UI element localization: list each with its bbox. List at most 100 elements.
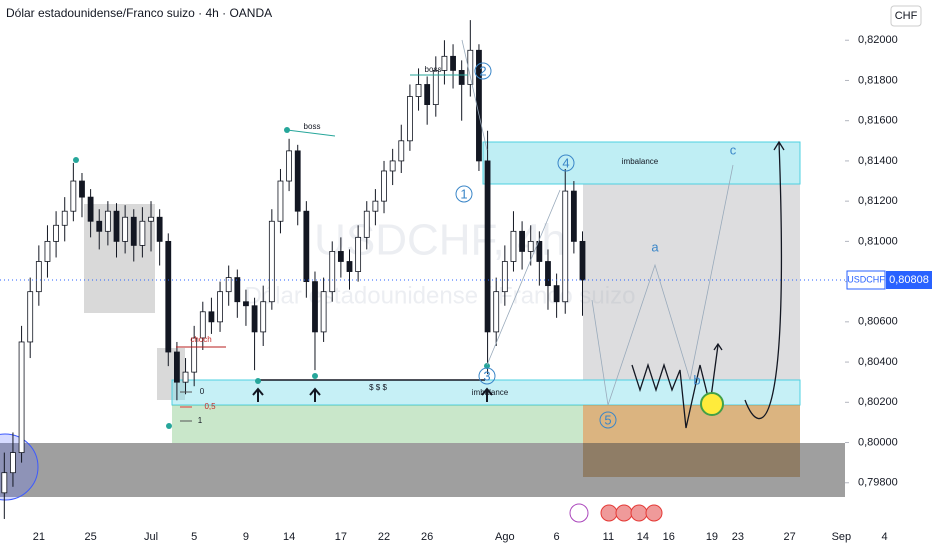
annotation: 1: [198, 416, 203, 425]
zone: [172, 405, 583, 443]
x-tick-label: Jul: [144, 531, 158, 543]
y-tick-label: 0,80600: [858, 316, 898, 328]
candle-body: [493, 291, 500, 333]
annotation: imbalance: [472, 388, 509, 397]
y-tick-label: 0,79800: [858, 477, 898, 489]
boss-line: [286, 129, 336, 137]
candle-body: [61, 210, 68, 226]
candle-body: [191, 337, 198, 373]
candle-body: [208, 311, 215, 323]
x-tick-label: 26: [421, 531, 433, 543]
candle-body: [372, 200, 379, 212]
dot: [255, 378, 261, 384]
candle-body: [407, 96, 413, 142]
symbol-tag: [846, 270, 886, 290]
candle-body: [156, 216, 163, 242]
y-tick-label: 0,82000: [858, 34, 898, 46]
highlight-circle: [0, 433, 39, 501]
candle-body: [182, 371, 189, 383]
y-tick-label: 0,80400: [858, 356, 898, 368]
annotation: 1: [460, 186, 467, 201]
x-tick-label: 11: [603, 531, 614, 543]
candle-body: [553, 285, 560, 303]
dot: [484, 363, 490, 369]
candle-body: [87, 196, 94, 222]
candle-body: [545, 261, 551, 287]
imbalance-zone: [482, 141, 801, 185]
x-tick-label: 6: [554, 531, 560, 543]
annotation: boss: [425, 65, 442, 74]
candle-body: [415, 84, 422, 97]
price-axis: [845, 0, 932, 525]
candle-body: [294, 150, 301, 212]
target-circle: [700, 392, 724, 416]
candle-body: [441, 55, 448, 71]
candle-body: [562, 190, 569, 303]
watermark-name: Dólar estadounidense / Franco suizo: [245, 282, 636, 309]
candle-body: [79, 180, 85, 198]
last-price-label: 0,80808: [889, 274, 929, 286]
candle-body: [484, 160, 491, 333]
currency: CHF: [895, 10, 918, 22]
x-tick-label: 21: [33, 531, 45, 543]
candle-body: [510, 230, 517, 262]
candle-body: [10, 452, 16, 474]
candle-body: [501, 261, 508, 293]
candle-body: [363, 210, 370, 238]
y-tick-label: 0,80200: [858, 396, 898, 408]
candle-body: [519, 230, 525, 252]
candle-body: [199, 311, 206, 339]
x-tick-label: 27: [783, 531, 795, 543]
candle-body: [44, 240, 51, 262]
zigzag: [631, 342, 723, 429]
x-tick-label: 22: [378, 531, 390, 543]
candle-body: [337, 251, 344, 262]
watermark-symbol: USDCHF, 4h: [314, 216, 566, 265]
candle-body: [277, 180, 284, 222]
x-tick-label: Ago: [495, 531, 515, 543]
annotation: choch: [190, 335, 211, 344]
candles: [1, 20, 586, 519]
candle-body: [104, 210, 111, 232]
projection: [461, 39, 734, 406]
candle-body: [165, 240, 172, 353]
annotation: 0: [200, 387, 205, 396]
x-tick-label: 17: [335, 531, 347, 543]
candle-body: [27, 291, 34, 343]
annotation: 5: [604, 412, 611, 427]
x-tick-label: 16: [663, 531, 675, 543]
candle-body: [536, 240, 543, 262]
x-tick-label: 25: [84, 531, 96, 543]
candle-body: [398, 140, 405, 162]
curve-arrow: [744, 140, 785, 420]
candle-body: [96, 220, 103, 232]
x-tick-label: 5: [191, 531, 197, 543]
annotation: 3: [483, 368, 490, 383]
arrows: [252, 387, 493, 402]
candle-body: [139, 220, 146, 246]
annotation: boss: [304, 122, 321, 131]
dot: [312, 373, 318, 379]
x-tick-label: 9: [243, 531, 249, 543]
candle-body: [312, 281, 318, 333]
x-tick-label: 23: [732, 531, 744, 543]
x-tick-label: 19: [706, 531, 718, 543]
chart-title: Dólar estadounidense/Franco suizo · 4h ·…: [6, 6, 272, 20]
candle-body: [122, 216, 129, 242]
y-tick-label: 0,80000: [858, 436, 898, 448]
candle-body: [251, 305, 258, 333]
candle-body: [570, 190, 577, 242]
candle-body: [113, 210, 120, 242]
y-tick-label: 0,81800: [858, 74, 898, 86]
y-tick-label: 0,81600: [858, 115, 898, 127]
candle-body: [18, 341, 25, 453]
candle-body: [286, 150, 292, 182]
price-tag: [886, 271, 932, 289]
x-tick-label: 14: [283, 531, 295, 543]
candle-body: [381, 170, 387, 202]
candle-body: [217, 291, 223, 323]
x-tick-label: 14: [637, 531, 649, 543]
wave-circles: [455, 62, 617, 429]
candle-body: [148, 216, 154, 222]
